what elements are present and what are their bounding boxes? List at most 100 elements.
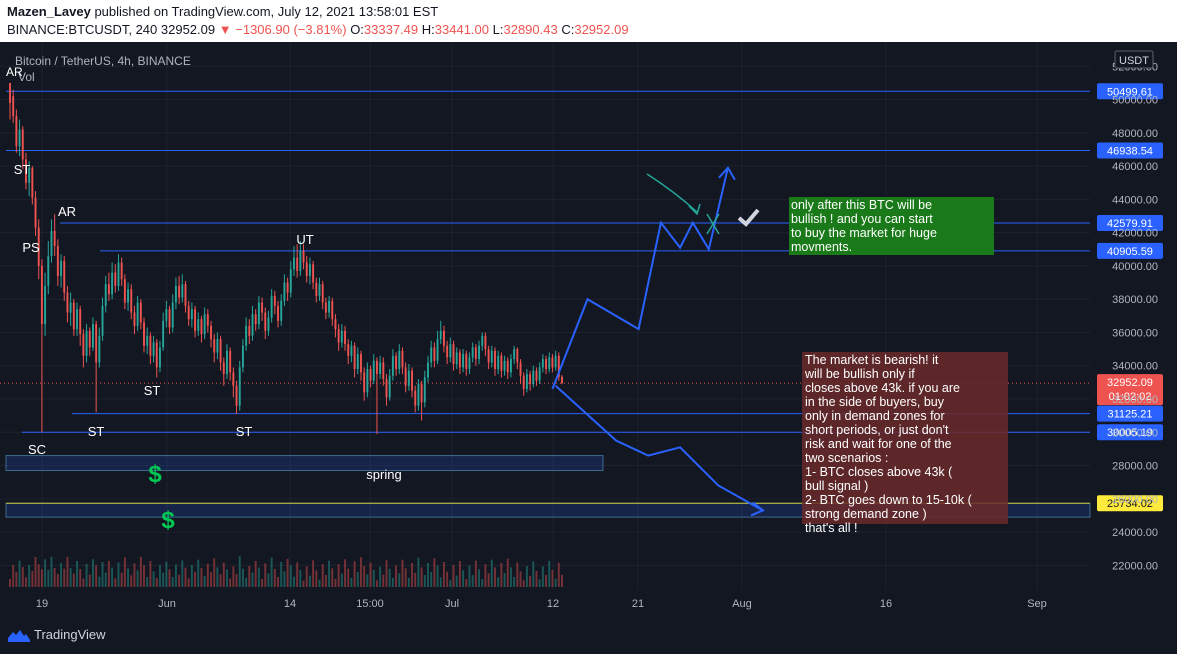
- candle-body: [92, 324, 94, 348]
- level-price-tag: 50499.61: [1097, 83, 1163, 100]
- candle-body: [347, 344, 350, 356]
- candle-body: [251, 314, 254, 336]
- volume-bar: [251, 572, 254, 587]
- candle-body: [385, 379, 388, 398]
- candle-body: [557, 355, 560, 377]
- volume-bar: [178, 574, 181, 587]
- volume-bar: [331, 568, 334, 587]
- candle-body: [503, 360, 506, 371]
- volume-bar: [203, 576, 206, 587]
- wyckoff-label: ST: [14, 162, 31, 177]
- candle-body: [289, 269, 292, 293]
- candle-body: [123, 279, 126, 303]
- volume-bar: [561, 574, 563, 587]
- volume-bar: [267, 573, 270, 587]
- candle-body: [388, 375, 391, 398]
- volume-bar: [219, 574, 222, 587]
- high-label: H:: [421, 22, 435, 37]
- author-name[interactable]: Mazen_Lavey: [7, 4, 91, 19]
- price-axis[interactable]: 50499.61 46938.54 42579.91 40905.59 31125.21…: [1097, 61, 1163, 572]
- volume-bar: [420, 567, 423, 587]
- wyckoff-label: ST: [88, 424, 105, 439]
- tradingview-logo-icon[interactable]: [8, 628, 30, 642]
- volume-bar: [305, 566, 308, 587]
- level-price-tag: 31125.21: [1097, 405, 1163, 422]
- volume-bar: [194, 571, 197, 587]
- candle-body: [168, 309, 171, 328]
- volume-bar: [458, 561, 461, 587]
- candle-body: [31, 167, 34, 198]
- volume-bar: [356, 572, 359, 587]
- candle-body: [159, 347, 161, 368]
- candle-body: [174, 285, 177, 303]
- tradingview-brand[interactable]: TradingView: [34, 627, 106, 642]
- candle-body: [535, 370, 538, 381]
- candle-body: [318, 284, 321, 296]
- volume-bar: [50, 557, 53, 587]
- currency-badge[interactable]: USDT: [1114, 50, 1154, 69]
- candle-body: [423, 377, 426, 403]
- candle-body: [344, 330, 346, 345]
- chart-area[interactable]: $ $ ST PS AR SC ST ST ST UT spring only after this…: [0, 42, 1177, 616]
- volume-bar: [114, 578, 117, 587]
- volume-bar: [289, 565, 292, 587]
- candle-body: [312, 264, 315, 283]
- candle-body: [478, 345, 480, 360]
- candle-body: [69, 302, 72, 313]
- time-tick-label: 15:00: [356, 598, 384, 610]
- candle-body: [308, 264, 311, 276]
- volume-bar: [235, 574, 238, 587]
- volume-bar: [216, 567, 219, 587]
- volume-bar: [423, 575, 426, 587]
- pointer-arrow-head: [688, 203, 701, 216]
- candle-body: [497, 355, 500, 370]
- volume-bar: [293, 576, 295, 587]
- volume-bar: [104, 572, 107, 587]
- candle-body: [229, 350, 232, 373]
- current-price-tag: 32952.09 01:02:02: [1097, 374, 1163, 406]
- volume-bar: [474, 560, 477, 587]
- dollar-icon: $: [161, 507, 175, 534]
- time-tick-label: 21: [632, 598, 644, 610]
- volume-bar: [439, 577, 442, 587]
- candle-body: [353, 345, 356, 370]
- candle-body: [417, 384, 420, 406]
- volume-bar: [44, 559, 47, 587]
- candle-body: [28, 167, 31, 183]
- volume-bar: [245, 578, 248, 587]
- candle-body: [88, 330, 91, 348]
- level-tag-label: 30005.19: [1107, 427, 1153, 439]
- candle-body: [241, 345, 244, 368]
- bullish-scenario-path: [551, 167, 729, 390]
- candle-body: [407, 370, 410, 386]
- candle-body: [334, 319, 337, 330]
- volume-bar: [149, 561, 152, 587]
- pointer-arrow: [646, 173, 698, 213]
- candle-body: [181, 284, 184, 298]
- price-chart[interactable]: $ $ ST PS AR SC ST ST ST UT spring only after this…: [0, 42, 1177, 616]
- candle-body: [143, 322, 145, 346]
- candle-body: [481, 335, 484, 346]
- candle-body: [315, 282, 318, 296]
- candle-body: [190, 309, 193, 320]
- volume-bar: [404, 568, 407, 587]
- candle-body: [541, 359, 544, 368]
- candle-body: [9, 82, 11, 103]
- candle-body: [494, 350, 496, 370]
- candle-body: [101, 305, 104, 336]
- volume-bar: [69, 568, 72, 587]
- time-axis[interactable]: 19 Jun 14 15:00 Jul 12 21 Aug 16 Sep: [0, 590, 1177, 616]
- candle-body: [296, 257, 299, 271]
- wyckoff-label: UT: [296, 232, 313, 247]
- candle-body: [305, 262, 308, 276]
- wyckoff-label: SC: [28, 442, 46, 457]
- volume-bar: [318, 579, 321, 587]
- volume-bar: [56, 574, 59, 587]
- candle-body: [248, 325, 251, 336]
- volume-bar: [395, 565, 398, 587]
- candle-body: [427, 362, 429, 378]
- volume-bar: [12, 565, 15, 587]
- volume-bar: [184, 567, 187, 587]
- level-tag-label: 31125.21: [1107, 409, 1152, 421]
- level-tag-label: 40905.59: [1107, 246, 1153, 258]
